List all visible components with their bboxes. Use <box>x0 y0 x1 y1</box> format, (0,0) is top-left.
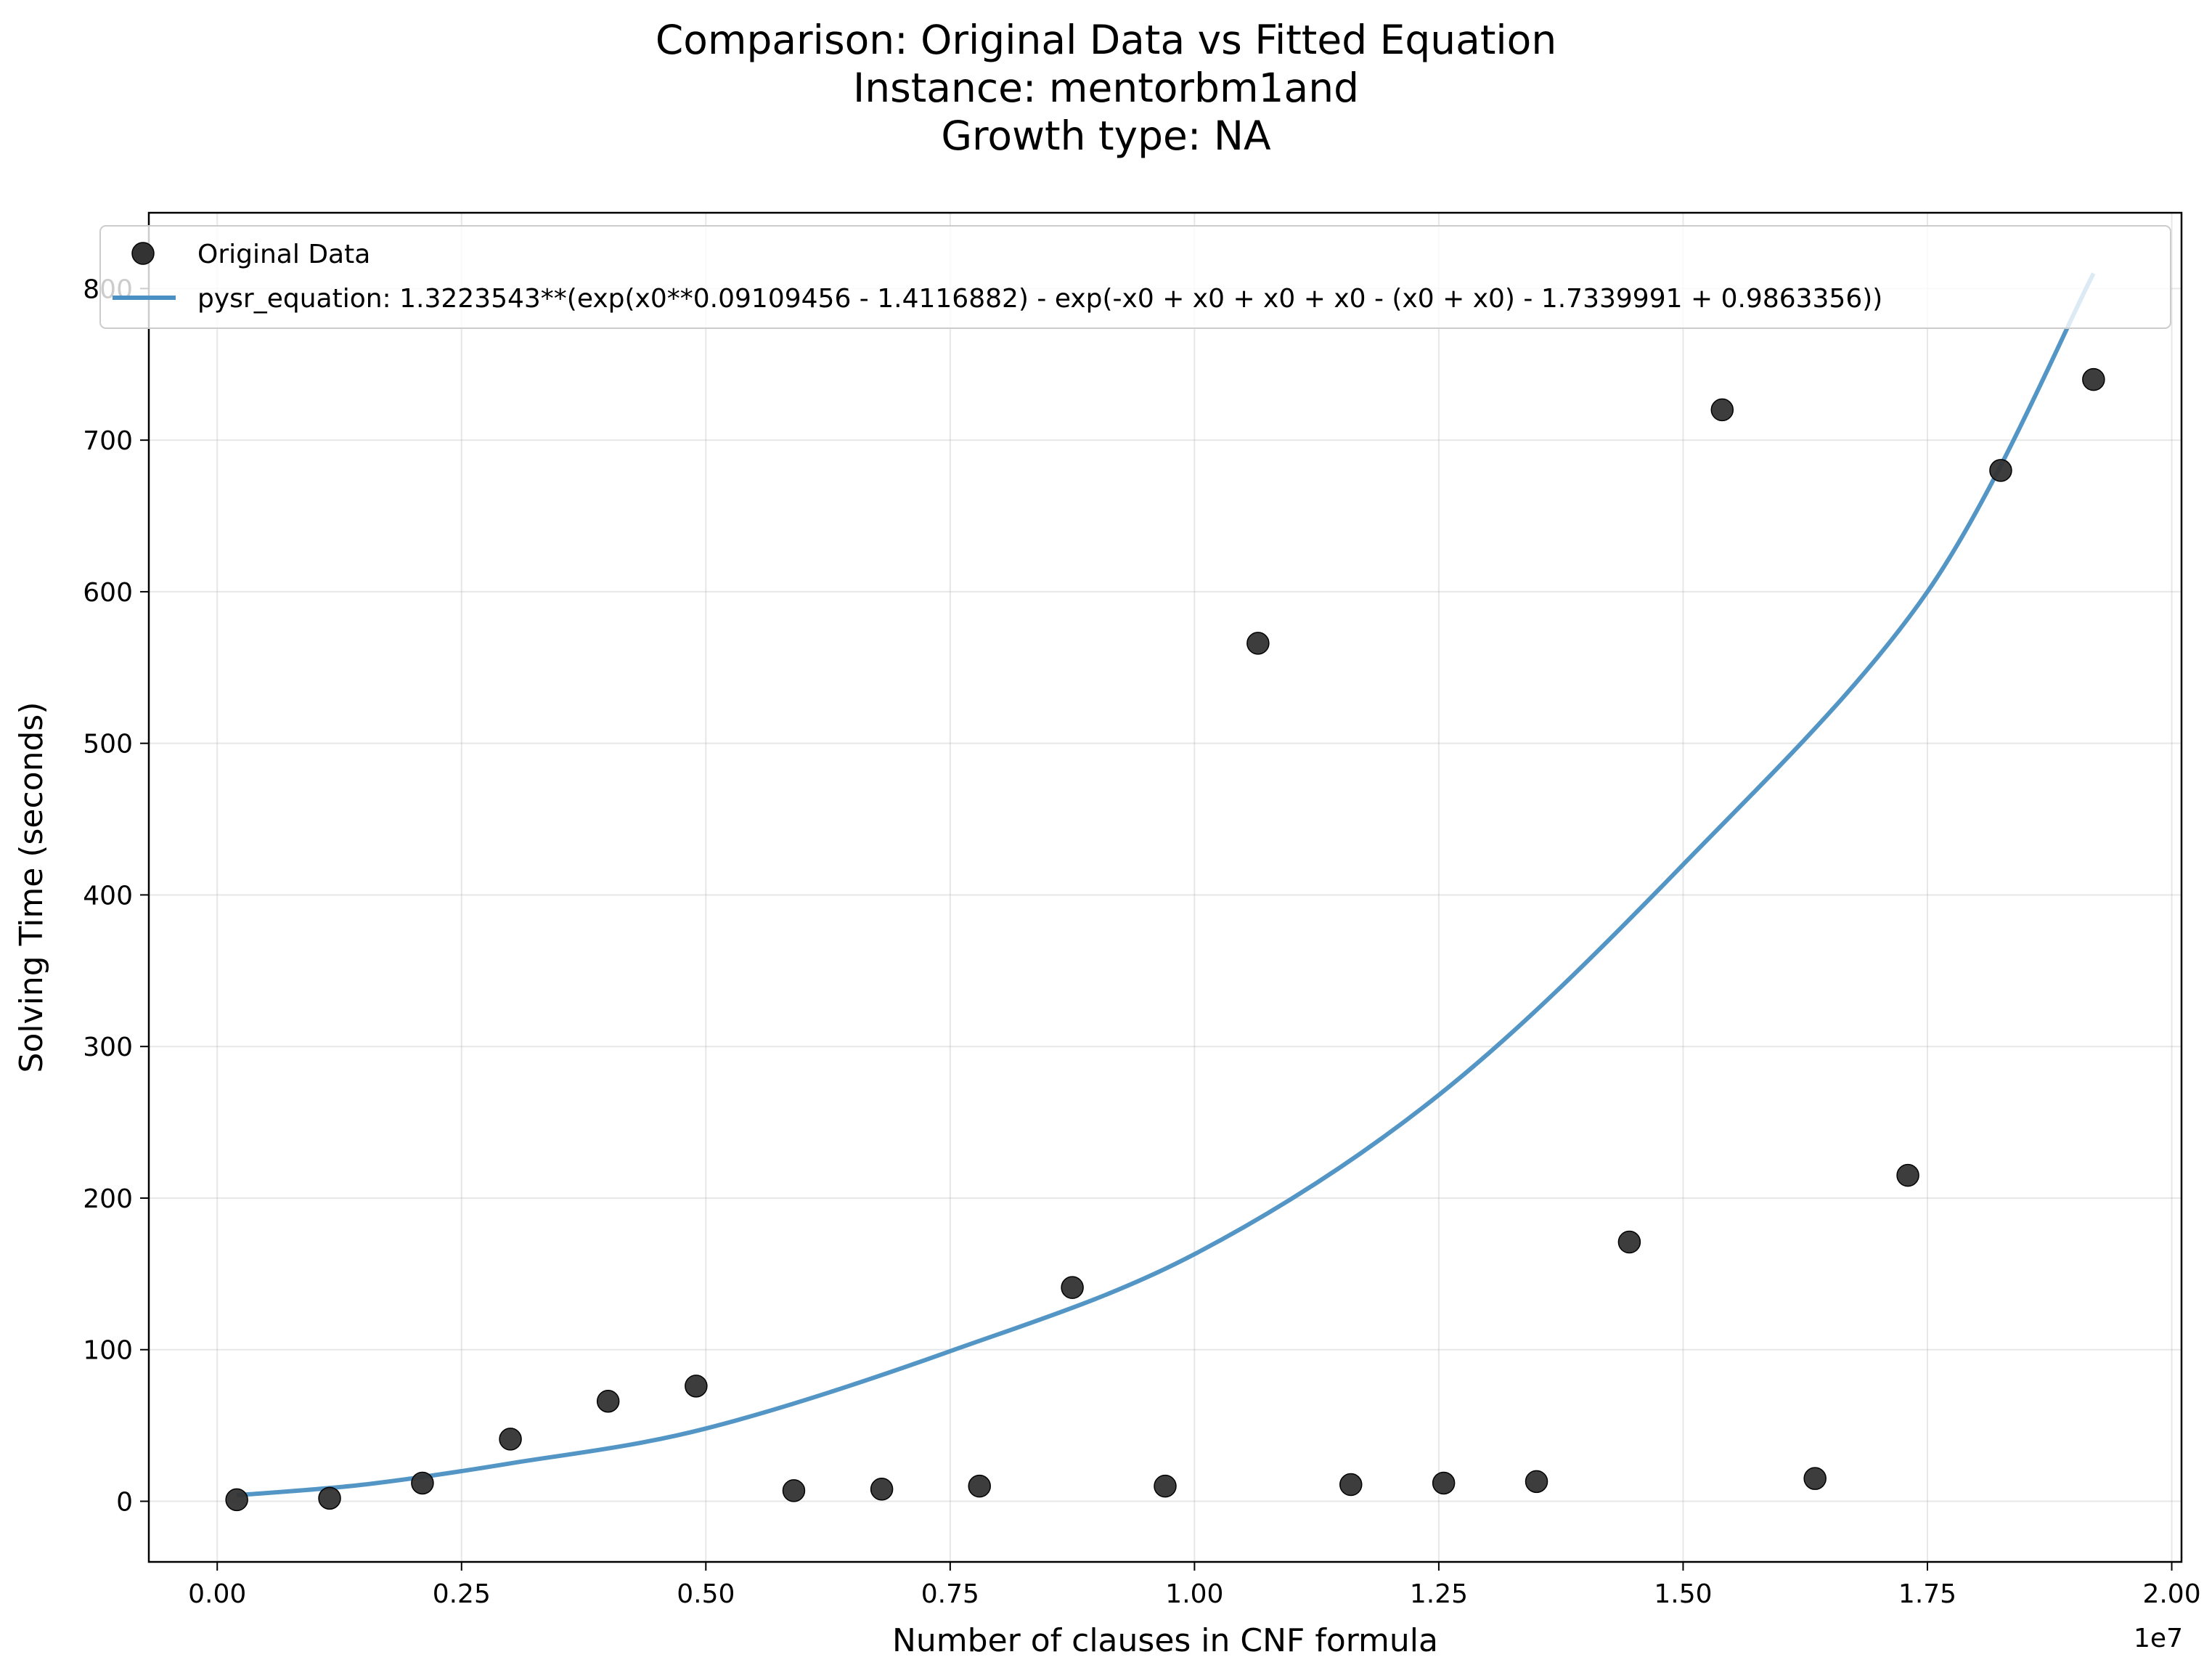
data-point <box>499 1428 522 1451</box>
axes-frame <box>147 211 2183 1563</box>
y-tick-label: 200 <box>83 1184 133 1214</box>
x-tick-label: 0.50 <box>677 1579 735 1609</box>
fit-line-layer <box>236 272 2096 1498</box>
legend-label-equation: pysr_equation: 1.3223543**(exp(x0**0.091… <box>197 284 1882 314</box>
data-point <box>1154 1474 1177 1498</box>
data-point <box>1989 459 2012 482</box>
legend-label-original-data: Original Data <box>197 240 370 269</box>
data-point <box>1432 1471 1456 1495</box>
axis-ticks: 0.00 0.25 0.50 0.75 1.00 1.25 1.50 1.75 2.00 0 100… <box>83 274 2200 1609</box>
y-tick-label: 400 <box>83 881 133 911</box>
legend-box <box>99 225 2171 329</box>
x-axis-offset-text: 1e7 <box>2134 1624 2183 1653</box>
chart-title-line-1: Comparison: Original Data vs Fitted Equa… <box>655 17 1557 63</box>
y-tick-label: 700 <box>83 426 133 456</box>
x-tick-label: 1.75 <box>1898 1579 1956 1609</box>
y-tick-label: 100 <box>83 1336 133 1366</box>
x-tick-label: 0.25 <box>433 1579 491 1609</box>
chart-title-line-2: Instance: mentorbm1and <box>852 65 1359 111</box>
y-axis-label: Solving Time (seconds) <box>13 702 50 1073</box>
x-tick-label: 1.25 <box>1410 1579 1468 1609</box>
x-tick-label: 1.50 <box>1654 1579 1712 1609</box>
grid <box>149 213 2182 1562</box>
data-point <box>870 1478 894 1501</box>
data-point <box>1246 632 1270 655</box>
data-point <box>1617 1230 1641 1254</box>
data-point <box>782 1479 806 1502</box>
data-point <box>1525 1470 1548 1494</box>
data-point <box>968 1474 991 1498</box>
data-points <box>225 367 2105 1512</box>
x-axis-label: Number of clauses in CNF formula <box>892 1622 1438 1659</box>
legend-scatter-marker <box>131 242 155 265</box>
legend: Original Data pysr_equation: 1.3223543**… <box>99 225 2171 329</box>
data-point <box>1061 1276 1084 1299</box>
data-point <box>1803 1467 1827 1490</box>
x-tick-label: 0.00 <box>188 1579 246 1609</box>
x-tick-label: 1.00 <box>1165 1579 1223 1609</box>
x-tick-label: 0.75 <box>921 1579 979 1609</box>
fit-line <box>236 272 2096 1498</box>
data-point <box>2082 367 2105 391</box>
y-tick-label: 600 <box>83 578 133 608</box>
data-point <box>411 1471 434 1495</box>
data-point <box>1339 1473 1363 1497</box>
data-point <box>685 1375 708 1398</box>
chart-title-line-3: Growth type: NA <box>941 113 1271 159</box>
x-tick-label: 2.00 <box>2142 1579 2200 1609</box>
y-tick-label: 500 <box>83 730 133 760</box>
data-point <box>1710 398 1734 422</box>
data-point <box>1896 1163 1919 1187</box>
y-tick-label: 300 <box>83 1033 133 1062</box>
y-tick-label: 0 <box>116 1487 133 1517</box>
data-point <box>318 1486 341 1510</box>
data-point <box>225 1488 248 1512</box>
data-point <box>596 1389 620 1413</box>
